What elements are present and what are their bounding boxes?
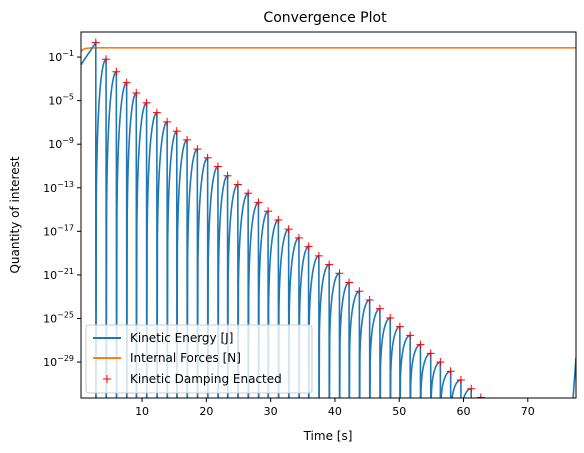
x-tick-label: 70	[521, 405, 535, 418]
x-tick-label: 60	[457, 405, 471, 418]
kinetic-damping-marker	[294, 233, 303, 242]
kinetic-damping-marker	[183, 135, 192, 144]
kinetic-damping-marker	[112, 67, 121, 76]
plot-frame	[80, 31, 577, 399]
kinetic-damping-marker	[406, 331, 415, 340]
kinetic-damping-marker	[416, 340, 425, 349]
kinetic-damping-marker	[91, 38, 100, 47]
kinetic-damping-marker	[314, 251, 323, 260]
kinetic-damping-marker	[304, 242, 313, 251]
kinetic-damping-marker	[152, 108, 161, 117]
kinetic-damping-marker	[193, 145, 202, 154]
kinetic-damping-marker	[274, 215, 283, 224]
kinetic-damping-marker	[264, 207, 273, 216]
x-tick-label: 40	[328, 405, 342, 418]
kinetic-damping-marker	[142, 98, 151, 107]
legend-kinetic-damping-marker	[103, 375, 111, 383]
kinetic-damping-marker	[355, 287, 364, 296]
kinetic-damping-marker	[345, 278, 354, 287]
kinetic-damping-marker	[395, 322, 404, 331]
x-axis-label: Time [s]	[303, 429, 353, 443]
x-tick-label: 10	[135, 405, 149, 418]
kinetic-damping-marker	[213, 162, 222, 171]
x-tick-label: 30	[264, 405, 278, 418]
kinetic-damping-marker	[172, 127, 181, 136]
kinetic-damping-marker	[132, 89, 141, 97]
kinetic-damping-marker	[436, 358, 445, 367]
x-axis-ticks: 10 20 30 40 50 60 70	[135, 398, 535, 418]
kinetic-damping-marker	[102, 55, 111, 64]
legend-internal-forces-label: Internal Forces [N]	[130, 351, 241, 365]
legend: Kinetic Energy [J] Internal Forces [N] K…	[85, 324, 313, 394]
kinetic-damping-marker	[244, 189, 253, 198]
legend-kinetic-energy-label: Kinetic Energy [J]	[130, 331, 233, 345]
kinetic-damping-marker	[203, 153, 212, 162]
kinetic-damping-marker	[284, 225, 293, 234]
x-tick-label: 20	[199, 405, 213, 418]
legend-box	[85, 324, 313, 394]
kinetic-damping-marker	[163, 117, 172, 126]
kinetic-damping-marker	[467, 384, 476, 393]
kinetic-damping-marker	[365, 295, 374, 304]
kinetic-damping-marker	[335, 269, 344, 278]
series-kinetic-energy	[81, 39, 576, 398]
kinetic-damping-marker	[456, 376, 465, 385]
kinetic-damping-marker	[375, 304, 384, 313]
plot-data-layer	[81, 38, 576, 398]
kinetic-damping-marker	[254, 198, 263, 207]
legend-kinetic-damping-label: Kinetic Damping Enacted	[130, 372, 282, 386]
x-tick-label: 50	[392, 405, 406, 418]
kinetic-damping-marker	[223, 171, 232, 180]
y-axis-label: Quantity of interest	[8, 156, 22, 273]
kinetic-damping-marker	[325, 260, 334, 269]
kinetic-damping-marker	[122, 78, 131, 87]
series-internal-forces	[81, 47, 576, 53]
kinetic-damping-marker	[446, 367, 455, 376]
kinetic-damping-marker	[476, 393, 485, 398]
kinetic-damping-marker	[233, 180, 242, 189]
kinetic-damping-marker	[426, 349, 435, 358]
kinetic-damping-marker	[386, 313, 395, 322]
chart-title: Convergence Plot	[263, 10, 387, 26]
